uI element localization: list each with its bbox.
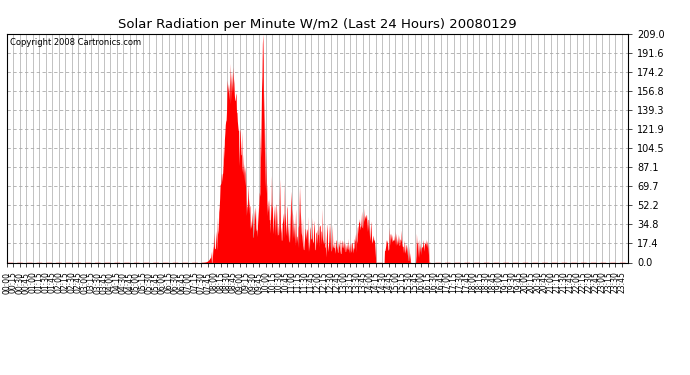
Title: Solar Radiation per Minute W/m2 (Last 24 Hours) 20080129: Solar Radiation per Minute W/m2 (Last 24… bbox=[118, 18, 517, 31]
Text: Copyright 2008 Cartronics.com: Copyright 2008 Cartronics.com bbox=[10, 38, 141, 47]
